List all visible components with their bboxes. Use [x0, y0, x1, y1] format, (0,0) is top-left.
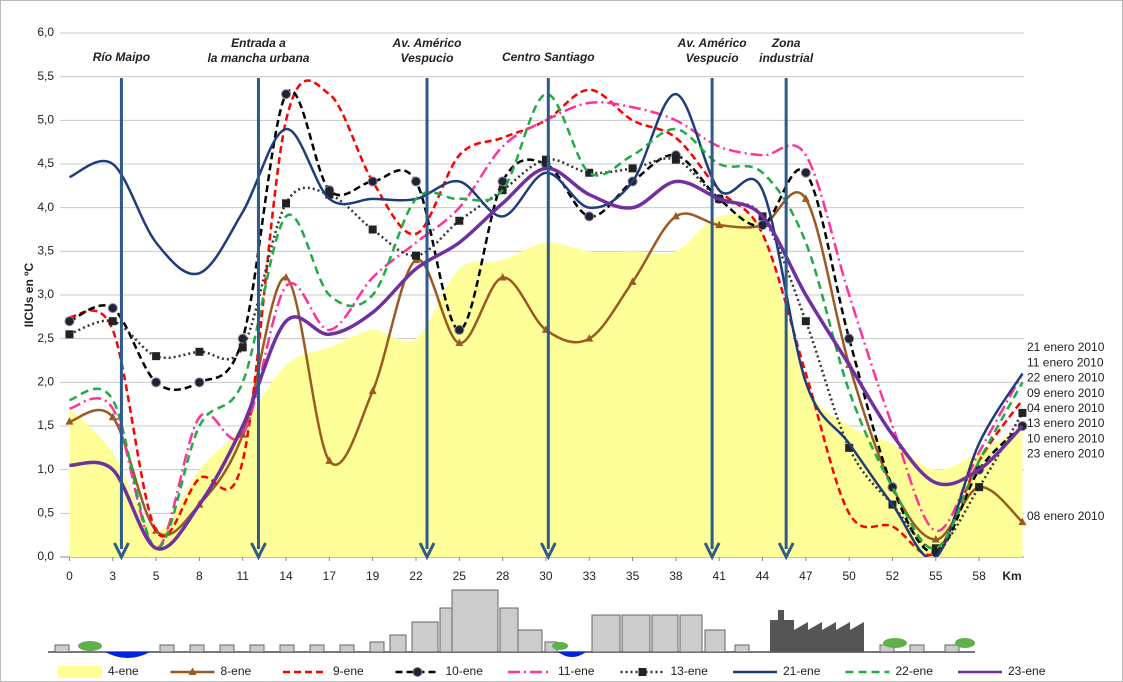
- x-tick-label: 22: [409, 569, 423, 583]
- x-tick-label: 58: [972, 569, 986, 583]
- marker: [109, 317, 117, 325]
- legend-label: 23-ene: [1008, 664, 1046, 678]
- y-tick-label: 1,0: [37, 462, 54, 476]
- x-tick-label: 19: [366, 569, 380, 583]
- date-label: 21 enero 2010: [1027, 340, 1105, 354]
- date-label: 04 enero 2010: [1027, 401, 1105, 415]
- location-label: industrial: [759, 51, 814, 65]
- marker: [65, 317, 74, 326]
- legend-label: 8-ene: [221, 664, 252, 678]
- legend-label: 11-ene: [558, 664, 595, 678]
- y-tick-label: 2,0: [37, 375, 54, 389]
- y-tick-label: 5,0: [37, 113, 54, 127]
- x-tick-label: 8: [196, 569, 203, 583]
- legend-swatch: [58, 666, 102, 678]
- marker: [411, 177, 420, 186]
- location-label: Vespucio: [401, 51, 454, 65]
- marker: [585, 212, 594, 221]
- marker: [369, 226, 377, 234]
- x-tick-label: 35: [626, 569, 640, 583]
- date-label: 10 enero 2010: [1027, 431, 1105, 445]
- y-tick-label: 4,0: [37, 200, 54, 214]
- date-label: 11 enero 2010: [1027, 355, 1104, 369]
- date-label: 22 enero 2010: [1027, 371, 1105, 385]
- marker: [282, 90, 291, 99]
- marker: [975, 483, 983, 491]
- x-tick-label: 0: [66, 569, 73, 583]
- x-tick-label: 41: [713, 569, 727, 583]
- x-tick-label: 50: [842, 569, 856, 583]
- y-tick-label: 2,5: [37, 331, 54, 345]
- marker: [455, 325, 464, 334]
- y-tick-label: 0,0: [37, 549, 54, 563]
- marker: [152, 352, 160, 360]
- date-label: 23 enero 2010: [1027, 447, 1105, 461]
- marker: [412, 252, 420, 260]
- legend-label: 22-ene: [896, 664, 934, 678]
- location-label: la mancha urbana: [207, 51, 309, 65]
- x-tick-label: 33: [583, 569, 597, 583]
- location-label: Centro Santiago: [502, 50, 595, 64]
- x-tick-label: 55: [929, 569, 943, 583]
- y-tick-label: 3,0: [37, 287, 54, 301]
- date-label: 09 enero 2010: [1027, 386, 1105, 400]
- marker: [108, 304, 117, 313]
- legend-label: 4-ene: [108, 664, 139, 678]
- y-tick-label: 6,0: [37, 25, 54, 39]
- marker: [152, 378, 161, 387]
- location-label: Vespucio: [686, 51, 739, 65]
- marker: [1018, 409, 1026, 417]
- legend-label: 10-ene: [446, 664, 484, 678]
- marker: [845, 334, 854, 343]
- marker: [195, 348, 203, 356]
- x-tick-label: 25: [453, 569, 467, 583]
- marker: [455, 217, 463, 225]
- marker: [65, 330, 73, 338]
- marker: [672, 156, 680, 164]
- location-label: Zona: [771, 36, 801, 50]
- legend-label: 13-ene: [671, 664, 709, 678]
- legend-label: 21-ene: [783, 664, 821, 678]
- x-axis-label: Km: [1002, 569, 1021, 583]
- marker: [802, 317, 810, 325]
- x-tick-label: 5: [153, 569, 160, 583]
- date-label: 13 enero 2010: [1027, 416, 1105, 430]
- location-label: Río Maipo: [93, 50, 150, 64]
- marker: [368, 177, 377, 186]
- date-label: 08 enero 2010: [1027, 509, 1105, 523]
- y-tick-label: 1,5: [37, 418, 54, 432]
- y-tick-label: 0,5: [37, 506, 54, 520]
- x-tick-label: 44: [756, 569, 770, 583]
- marker: [239, 343, 247, 351]
- marker: [282, 199, 290, 207]
- x-tick-label: 30: [539, 569, 553, 583]
- y-tick-label: 4,5: [37, 156, 54, 170]
- x-tick-label: 47: [799, 569, 813, 583]
- x-tick-label: 28: [496, 569, 510, 583]
- y-tick-label: 5,5: [37, 69, 54, 83]
- chart: IICUs en ºC Km 0,0 0,5 1,0 1,5 2,0 2,5 3,0 3,5 4…: [0, 0, 1123, 682]
- y-axis-label: IICUs en ºC: [22, 262, 36, 327]
- location-label: Av. Américo: [392, 36, 462, 50]
- marker: [888, 483, 897, 492]
- marker: [629, 164, 637, 172]
- x-tick-label: 52: [886, 569, 900, 583]
- marker: [639, 668, 647, 676]
- legend-label: 9-ene: [333, 664, 364, 678]
- marker: [413, 668, 422, 677]
- location-label: Entrada a: [231, 36, 286, 50]
- x-tick-label: 11: [236, 569, 249, 583]
- x-tick-label: 17: [323, 569, 337, 583]
- x-tick-label: 38: [669, 569, 683, 583]
- marker: [801, 168, 810, 177]
- location-label: Av. Américo: [677, 36, 747, 50]
- x-tick-label: 14: [279, 569, 293, 583]
- y-tick-label: 3,5: [37, 244, 54, 258]
- marker: [195, 378, 204, 387]
- x-tick-label: 3: [109, 569, 116, 583]
